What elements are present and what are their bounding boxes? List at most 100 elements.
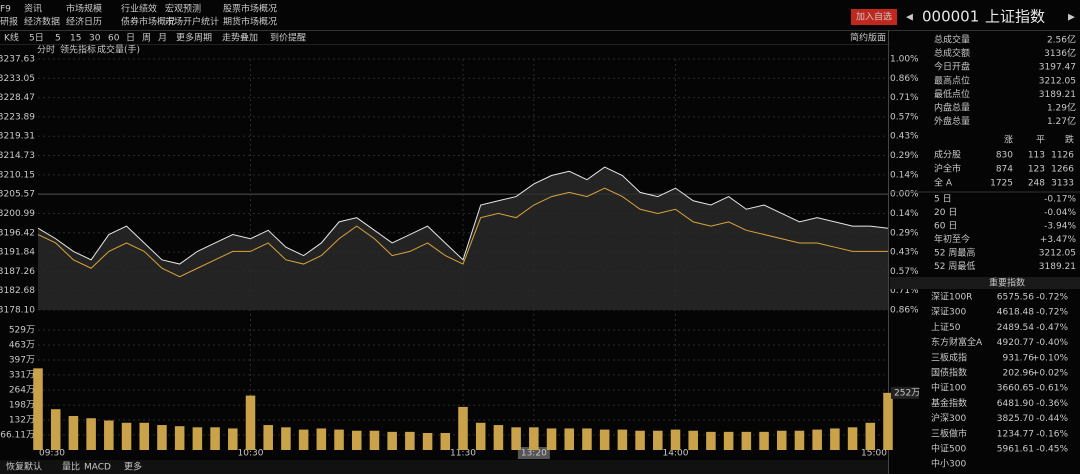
subtab[interactable]: 成交量(手)	[97, 44, 140, 56]
stat-label: 内盘总量	[934, 102, 970, 114]
toolbar-item[interactable]: K线	[4, 32, 19, 44]
index-value[interactable]: 4920.77	[997, 338, 1034, 348]
index-name[interactable]: 三板成指	[931, 351, 967, 363]
period-label: 5 日	[934, 194, 952, 205]
index-value[interactable]: 4618.48	[997, 308, 1034, 318]
index-name[interactable]: 东方财富全A	[931, 336, 983, 348]
bottom-tab[interactable]: 更多	[124, 461, 142, 473]
index-name[interactable]: 中小300	[931, 458, 966, 470]
period-value: -0.17%	[1044, 195, 1076, 205]
menu-item[interactable]: 市场开户统计	[165, 16, 219, 28]
index-change[interactable]: -0.72%	[1036, 293, 1068, 303]
arrow-right[interactable]: ▶	[1068, 13, 1075, 23]
volume-bar	[174, 426, 185, 450]
toolbar-item[interactable]: 日	[126, 33, 135, 44]
toolbar-item[interactable]: 60	[108, 34, 120, 44]
stat-label: 最高点位	[934, 74, 970, 86]
pct-label: 0.71%	[890, 286, 919, 296]
x-tick-label: 10:30	[238, 449, 264, 459]
menu-item[interactable]: 研报	[0, 16, 18, 28]
index-value[interactable]: 3660.65	[997, 384, 1034, 394]
index-name[interactable]: 中证500	[931, 443, 966, 455]
volume-bar	[86, 418, 96, 450]
volume-bar	[706, 431, 716, 450]
index-name[interactable]: 沪深300	[931, 412, 966, 424]
toolbar-item[interactable]: 15	[70, 34, 81, 44]
bottom-tab[interactable]: 恢复默认	[6, 461, 42, 473]
index-name[interactable]: 三板做市	[931, 427, 967, 439]
volume-bar	[812, 429, 822, 450]
breadth-name: 成分股	[934, 149, 961, 161]
menu-item[interactable]: 经济数据	[24, 16, 60, 28]
breadth-name: 沪全市	[934, 163, 961, 175]
stat-value: 1.29亿	[1047, 102, 1076, 114]
volume-tick-label: 397万	[9, 355, 35, 365]
toolbar-item[interactable]: 30	[89, 34, 101, 44]
index-change[interactable]: -0.36%	[1036, 399, 1068, 409]
index-value[interactable]: 931.76	[1003, 353, 1035, 363]
index-change[interactable]: -0.16%	[1036, 429, 1068, 439]
index-change[interactable]: -0.72%	[1036, 308, 1068, 318]
arrow-left[interactable]: ◀	[906, 13, 913, 23]
bottom-tab[interactable]: 量比	[62, 461, 80, 473]
volume-bar	[316, 428, 327, 450]
price-line	[37, 166, 889, 265]
toolbar-item[interactable]: 更多周期	[176, 32, 212, 44]
index-value[interactable]: 6481.90	[997, 399, 1034, 409]
index-change[interactable]: -0.44%	[1036, 414, 1068, 424]
index-change[interactable]: -0.40%	[1036, 338, 1068, 348]
index-name[interactable]: 深证300	[931, 307, 966, 318]
volume-tick-label: 331万	[9, 370, 35, 380]
index-change[interactable]: -0.47%	[1036, 323, 1068, 333]
add-watchlist[interactable]: 加入自选	[856, 11, 892, 23]
menu-item[interactable]: 行业绩效	[121, 3, 157, 15]
index-name[interactable]: 基金指数	[931, 397, 967, 409]
period-label: 20 日	[934, 207, 957, 218]
last-volume-box	[891, 386, 919, 399]
toolbar-item[interactable]: 5日	[29, 33, 44, 44]
volume-bar	[582, 428, 592, 450]
index-value[interactable]: 3825.70	[997, 414, 1034, 424]
menu-item[interactable]: 股票市场概况	[223, 3, 277, 15]
volume-bar	[599, 429, 610, 450]
index-name[interactable]: 上证50	[931, 322, 961, 333]
volume-bar	[351, 430, 362, 450]
index-value[interactable]: 202.96	[1003, 369, 1035, 379]
menu-item[interactable]: 经济日历	[66, 16, 102, 28]
pct-label: 0.57%	[890, 112, 919, 122]
volume-bar	[228, 428, 238, 450]
index-change[interactable]: -0.45%	[1036, 445, 1068, 455]
last-volume-label: 252万	[894, 388, 920, 398]
menu-item[interactable]: 债券市场概况	[121, 16, 175, 28]
breadth-value: 3133	[1051, 179, 1074, 189]
menu-item[interactable]: 期货市场概况	[223, 16, 277, 28]
bottom-tab[interactable]: MACD	[84, 463, 111, 473]
toolbar-item[interactable]: 走势叠加	[222, 32, 258, 44]
period-value: +3.47%	[1040, 235, 1077, 245]
menu-item[interactable]: 市场规模	[66, 3, 102, 15]
toolbar-item[interactable]: 月	[158, 33, 167, 44]
index-value[interactable]: 6575.56	[997, 293, 1034, 303]
index-change[interactable]: -0.61%	[1036, 384, 1068, 394]
index-value[interactable]: 2489.54	[997, 323, 1034, 333]
index-value[interactable]: 1234.77	[997, 429, 1034, 439]
index-change[interactable]: +0.02%	[1032, 369, 1069, 379]
stat-label: 总成交量	[934, 34, 970, 46]
toolbar-item[interactable]: 5	[55, 34, 61, 44]
menu-item[interactable]: 宏观预测	[165, 3, 201, 15]
layout-button[interactable]: 简约版面	[850, 32, 886, 44]
menu-item[interactable]: F9	[0, 5, 11, 15]
index-name[interactable]: 中证100	[931, 382, 966, 394]
volume-bar	[546, 428, 557, 450]
toolbar-item[interactable]: 到价提醒	[270, 32, 306, 44]
y-tick-label: 3233.05	[0, 74, 35, 84]
add-button-bg[interactable]	[851, 9, 897, 25]
subtab[interactable]: 分时	[37, 44, 55, 56]
index-name[interactable]: 深证100R	[931, 292, 972, 303]
subtab[interactable]: 领先指标	[60, 44, 96, 56]
toolbar-item[interactable]: 周	[142, 33, 151, 44]
index-name[interactable]: 国债指数	[931, 367, 967, 379]
menu-item[interactable]: 资讯	[24, 4, 42, 15]
index-change[interactable]: +0.10%	[1032, 353, 1069, 363]
index-value[interactable]: 5961.61	[997, 445, 1034, 455]
